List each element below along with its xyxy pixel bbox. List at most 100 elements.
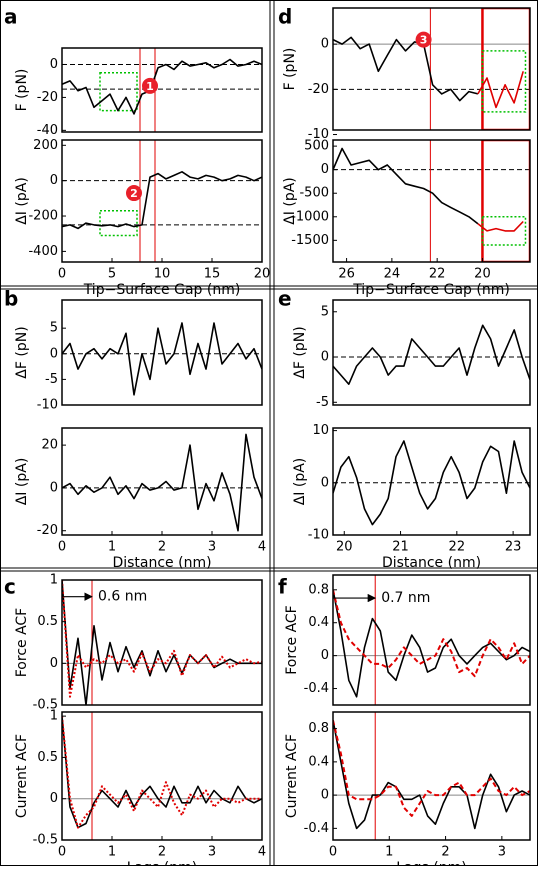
data-line (333, 324, 530, 385)
x-tick-label: 22 (449, 540, 466, 555)
x-tick-label: 0 (58, 845, 66, 860)
x-axis-label: Lags (nm) (396, 860, 466, 866)
x-tick-label: 3 (208, 845, 216, 860)
x-axis-label: Tip−Surface Gap (nm) (83, 282, 241, 298)
y-tick-label: 0 (321, 162, 329, 177)
y-tick-label: -20 (308, 82, 329, 97)
axes-frame (332, 299, 531, 406)
x-tick-label: 4 (258, 540, 266, 555)
x-tick-label: 22 (429, 267, 446, 282)
panel-letter: e (278, 287, 292, 311)
x-axis-label: Tip−Surface Gap (nm) (352, 282, 510, 298)
data-line (333, 589, 530, 698)
plot-area (333, 712, 530, 840)
y-axis-label: ΔF (pN) (14, 326, 30, 378)
data-line (333, 440, 530, 526)
y-axis-label: F (pN) (14, 69, 30, 112)
x-tick-label: 3 (208, 540, 216, 555)
axes-frame (61, 427, 263, 536)
y-tick-label: 0 (50, 656, 58, 671)
region-box (99, 71, 138, 112)
y-tick-label: 20 (41, 438, 58, 453)
y-tick-label: 0.8 (308, 721, 329, 736)
y-axis-label: Force ACF (284, 605, 300, 675)
y-tick-label: 5 (50, 321, 58, 336)
plot-area (333, 140, 530, 262)
region-box (481, 50, 527, 113)
y-tick-label: 0 (50, 346, 58, 361)
y-tick-label: 0.4 (308, 615, 329, 630)
x-tick-label: 23 (505, 540, 522, 555)
x-tick-label: 2 (158, 845, 166, 860)
step-marker (126, 185, 142, 202)
y-tick-label: 0.5 (37, 750, 58, 765)
x-tick-label: 20 (474, 267, 491, 282)
axes-frame (332, 7, 531, 131)
y-tick-label: -10 (308, 528, 329, 543)
plot-area (333, 8, 530, 130)
data-line (477, 71, 524, 109)
axes-frame (61, 47, 263, 133)
x-tick-label: 1 (385, 845, 393, 860)
axes-frame (61, 579, 263, 706)
y-tick-label: -5 (45, 372, 58, 387)
axes-frame (332, 711, 531, 841)
period-label: 0.6 nm (98, 589, 147, 605)
step-marker-label: 2 (130, 187, 138, 200)
x-tick-label: 21 (392, 540, 409, 555)
y-tick-label: 10 (312, 423, 329, 438)
y-tick-label: 0 (321, 475, 329, 490)
y-tick-label: 0.8 (308, 582, 329, 597)
data-line (333, 147, 479, 225)
step-marker (415, 31, 432, 48)
y-tick-label: 0 (321, 788, 329, 803)
axes-frame (61, 139, 263, 263)
axes-frame (332, 139, 531, 263)
x-tick-label: 20 (254, 267, 271, 282)
step-marker (142, 77, 158, 94)
x-tick-label: 20 (336, 540, 353, 555)
step-marker-label: 1 (146, 80, 154, 93)
x-tick-label: 15 (204, 267, 221, 282)
plot-area (62, 48, 262, 132)
y-axis-label: Force ACF (14, 608, 30, 678)
x-axis-label: Distance (nm) (382, 555, 481, 571)
data-line (333, 36, 479, 102)
data-line (62, 716, 262, 829)
x-tick-label: 2 (158, 540, 166, 555)
y-tick-label: -0.4 (304, 681, 329, 696)
y-tick-label: 0.4 (308, 754, 329, 769)
x-tick-label: 1 (108, 845, 116, 860)
region-box (481, 140, 530, 262)
plot-area (62, 580, 262, 705)
plot-area (333, 324, 530, 385)
data-line (333, 720, 530, 830)
y-tick-label: 0.5 (37, 614, 58, 629)
y-tick-label: -1500 (291, 233, 329, 248)
y-axis-label: Current ACF (14, 734, 30, 818)
y-axis-label: ΔI (pA) (14, 177, 30, 225)
panel-letter: c (4, 575, 16, 599)
y-tick-label: 0 (50, 57, 58, 72)
y-tick-label: 0 (50, 791, 58, 806)
x-tick-label: 5 (108, 267, 116, 282)
data-line (333, 720, 530, 817)
x-tick-label: 1 (108, 540, 116, 555)
y-tick-label: 0 (321, 648, 329, 663)
axes-frame (332, 427, 531, 536)
x-tick-label: 0 (58, 540, 66, 555)
y-tick-label: 500 (304, 139, 329, 154)
y-tick-label: -10 (37, 398, 58, 413)
x-tick-label: 3 (498, 845, 506, 860)
y-tick-label: 1 (50, 573, 58, 588)
y-tick-label: -500 (299, 186, 329, 201)
plot-area (62, 140, 262, 262)
plot-area (333, 575, 530, 705)
panel-letter: b (4, 287, 18, 311)
data-line (477, 220, 524, 232)
data-line (333, 589, 530, 678)
panel-letter: f (278, 575, 287, 599)
y-tick-label: 1 (50, 709, 58, 724)
region-box (99, 209, 138, 237)
y-tick-label: -0.4 (304, 821, 329, 836)
